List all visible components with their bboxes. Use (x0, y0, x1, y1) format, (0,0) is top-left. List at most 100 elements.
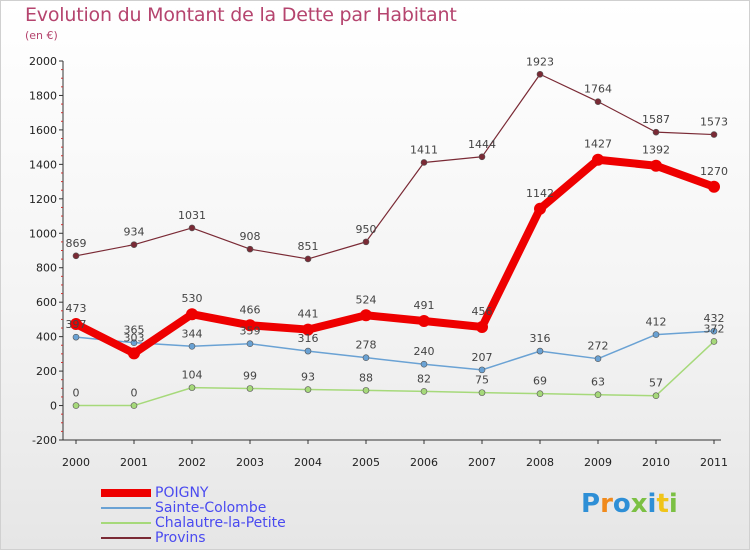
data-label-provins: 950 (356, 223, 377, 236)
brand-letter: i (668, 489, 678, 519)
data-label-poigny: 1392 (642, 144, 670, 157)
x-tick-label: 2011 (700, 456, 728, 469)
y-tick-label: 1000 (29, 227, 57, 240)
data-point-poigny (476, 320, 488, 333)
data-point-chalautre-la-petite (536, 390, 544, 397)
legend-label: POIGNY (155, 485, 209, 501)
y-tick-label: 600 (36, 296, 57, 309)
series-line-sainte-colombe (75, 330, 715, 371)
x-tick-label: 2002 (178, 456, 206, 469)
data-label-poigny: 441 (298, 308, 319, 321)
data-label-chalautre-la-petite: 69 (533, 375, 547, 388)
data-label-chalautre-la-petite: 63 (591, 376, 605, 389)
data-point-chalautre-la-petite (420, 388, 428, 395)
data-point-chalautre-la-petite (652, 392, 660, 400)
x-tick-label: 2000 (62, 456, 90, 469)
data-label-sainte-colombe: 207 (472, 351, 493, 364)
data-label-sainte-colombe: 316 (530, 332, 551, 345)
data-point-provins (478, 153, 486, 161)
chart-title: Evolution du Montant de la Dette par Hab… (25, 4, 457, 26)
legend-label: Provins (155, 530, 206, 546)
data-label-sainte-colombe: 316 (298, 332, 319, 345)
data-point-poigny (592, 153, 604, 166)
x-tick-label: 2005 (352, 456, 380, 469)
data-point-sainte-colombe (594, 355, 602, 362)
data-point-sainte-colombe (304, 347, 312, 355)
data-label-poigny: 303 (124, 331, 145, 344)
series-line-provins (75, 73, 715, 260)
x-tick-label: 2010 (642, 456, 670, 469)
data-label-poigny: 491 (414, 299, 435, 312)
legend-swatch (101, 522, 151, 524)
data-label-sainte-colombe: 344 (182, 327, 203, 340)
data-label-chalautre-la-petite: 372 (704, 322, 725, 335)
data-point-sainte-colombe (478, 366, 486, 374)
data-point-poigny (186, 308, 198, 321)
data-point-provins (362, 238, 370, 246)
data-point-provins (594, 98, 602, 105)
data-label-poigny: 524 (356, 293, 377, 306)
data-label-provins: 851 (298, 240, 319, 253)
brand-letter: P (581, 489, 601, 519)
data-point-sainte-colombe (72, 333, 80, 341)
data-label-chalautre-la-petite: 88 (359, 371, 373, 384)
data-point-poigny (534, 202, 546, 215)
data-point-chalautre-la-petite (188, 384, 196, 391)
data-label-provins: 869 (66, 237, 87, 250)
data-label-sainte-colombe: 272 (588, 340, 609, 353)
data-point-chalautre-la-petite (478, 389, 486, 396)
data-point-poigny (244, 319, 256, 332)
data-point-chalautre-la-petite (362, 387, 370, 394)
data-label-sainte-colombe: 359 (240, 325, 261, 338)
y-tick-label: 200 (36, 365, 57, 378)
y-tick-label: 1200 (29, 193, 57, 206)
data-point-sainte-colombe (420, 360, 428, 368)
y-tick-label: -200 (32, 434, 57, 447)
data-label-chalautre-la-petite: 0 (73, 387, 80, 400)
data-label-poigny: 530 (182, 292, 203, 305)
data-label-chalautre-la-petite: 75 (475, 374, 489, 387)
data-label-sainte-colombe: 240 (414, 345, 435, 358)
data-label-provins: 1031 (178, 209, 206, 222)
data-point-sainte-colombe (188, 342, 196, 350)
data-point-provins (130, 241, 138, 248)
data-label-provins: 908 (240, 230, 261, 243)
chart-axes: -200020040060080010001200140016001800200… (29, 55, 728, 469)
data-label-provins: 1587 (642, 113, 670, 126)
y-tick-label: 800 (36, 262, 57, 275)
x-tick-label: 2009 (584, 456, 612, 469)
data-label-poigny: 1142 (526, 187, 554, 200)
y-tick-label: 0 (50, 400, 57, 413)
data-point-chalautre-la-petite (304, 386, 312, 393)
data-point-provins (420, 159, 428, 166)
data-label-sainte-colombe: 412 (646, 316, 667, 329)
data-point-poigny (360, 309, 372, 322)
y-tick-label: 1400 (29, 158, 57, 171)
data-label-provins: 1411 (410, 143, 438, 156)
data-point-poigny (418, 314, 430, 327)
y-tick-label: 2000 (29, 55, 57, 68)
data-point-poigny (302, 323, 314, 336)
data-label-poigny: 456 (472, 305, 493, 318)
data-point-chalautre-la-petite (710, 338, 718, 345)
legend-swatch (101, 537, 151, 539)
x-tick-label: 2008 (526, 456, 554, 469)
legend-label: Sainte-Colombe (155, 500, 267, 516)
series-line-poigny (72, 155, 718, 358)
data-label-poigny: 1270 (700, 165, 728, 178)
brand-letter: r (600, 489, 613, 519)
brand-letter: t (656, 489, 669, 519)
data-point-poigny (650, 159, 662, 172)
data-label-chalautre-la-petite: 99 (243, 369, 257, 382)
data-label-chalautre-la-petite: 57 (649, 377, 663, 390)
data-label-chalautre-la-petite: 104 (182, 369, 203, 382)
data-label-sainte-colombe: 365 (124, 324, 145, 337)
data-point-poigny (708, 180, 720, 193)
chart-unit: (en €) (25, 29, 58, 42)
data-label-poigny: 1427 (584, 138, 612, 151)
data-label-provins: 1573 (700, 116, 728, 129)
series-line-chalautre-la-petite (75, 340, 715, 407)
data-point-provins (652, 128, 660, 136)
